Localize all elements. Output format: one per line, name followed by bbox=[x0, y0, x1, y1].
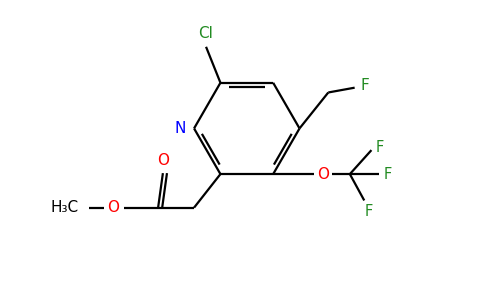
Text: F: F bbox=[376, 140, 384, 155]
Text: O: O bbox=[318, 167, 330, 182]
Text: Cl: Cl bbox=[198, 26, 213, 41]
Text: F: F bbox=[361, 78, 370, 93]
Text: H₃C: H₃C bbox=[50, 200, 78, 215]
Text: N: N bbox=[175, 121, 186, 136]
Text: F: F bbox=[383, 167, 392, 182]
Text: O: O bbox=[107, 200, 119, 215]
Text: O: O bbox=[157, 153, 169, 168]
Text: F: F bbox=[365, 203, 373, 218]
